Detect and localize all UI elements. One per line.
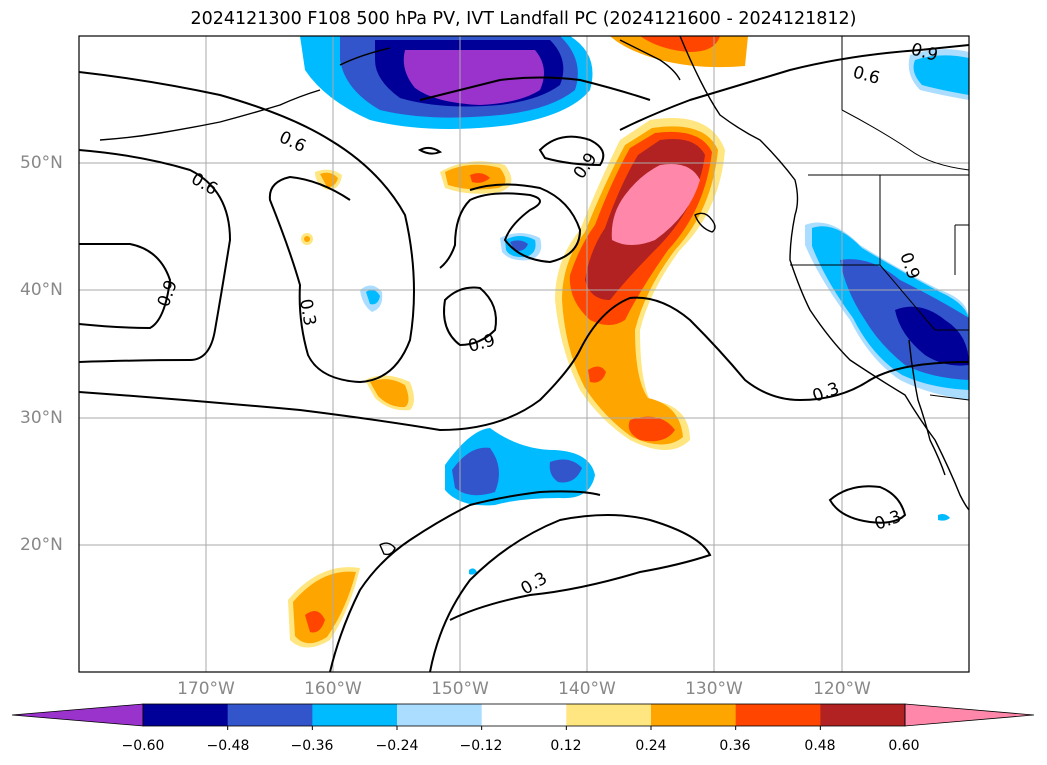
contour-label: 0.9 (466, 331, 497, 357)
longitude-label: 170°W (177, 679, 235, 699)
colorbar-tick-label: −0.60 (121, 738, 165, 754)
pv-contours (79, 44, 969, 672)
contour-label: 0.9 (570, 149, 602, 183)
longitude-label: 140°W (558, 679, 616, 699)
colorbar-segment (566, 704, 652, 726)
contour-label: 0.3 (872, 507, 904, 535)
contour-label: 0.9 (154, 277, 182, 309)
map-frame (78, 35, 970, 673)
colorbar-tick-label: 0.24 (635, 738, 667, 754)
coastlines (99, 36, 969, 556)
contour-label: 0.3 (810, 379, 842, 407)
contour-label: 0.6 (276, 127, 309, 157)
contour-label: 0.6 (851, 63, 882, 89)
longitude-label: 150°W (431, 679, 489, 699)
negative-field-west-us (469, 49, 969, 575)
small-positive-blobs (288, 161, 512, 648)
contour-label: 0.6 (188, 169, 221, 200)
contour-labels: 0.9 0.6 0.6 0.6 0.9 0.3 0.9 0.9 0.9 0.3 … (154, 40, 940, 600)
colorbar-tick-label: 0.36 (719, 738, 751, 754)
colorbar-tick-label: −0.48 (206, 738, 250, 754)
colorbar-segment (651, 704, 737, 726)
latitude-label: 20°N (20, 535, 63, 555)
latitude-label: 30°N (20, 408, 63, 428)
longitude-label: 120°W (813, 679, 871, 699)
negative-field-north (300, 36, 593, 129)
latitude-label: 50°N (20, 153, 63, 173)
colorbar-frame (142, 703, 906, 727)
colorbar-segment (481, 704, 567, 726)
colorbar-segment (227, 704, 313, 726)
negative-field-central (360, 233, 595, 506)
colorbar-segment (735, 704, 821, 726)
longitude-label: 130°W (685, 679, 743, 699)
colorbar (11, 703, 1035, 730)
colorbar-tick-label: 0.60 (888, 738, 920, 754)
colorbar-extend-low (11, 703, 144, 727)
longitude-label: 160°W (304, 679, 362, 699)
colorbar-segment (397, 704, 483, 726)
atmospheric-river-band (555, 118, 725, 450)
colorbar-segment (820, 704, 906, 726)
colorbar-segment (312, 704, 398, 726)
colorbar-tick-label: −0.12 (459, 738, 503, 754)
map-title: 2024121300 F108 500 hPa PV, IVT Landfall… (190, 9, 857, 29)
borders (790, 36, 969, 401)
gridlines (79, 36, 969, 672)
colorbar-segment (143, 704, 229, 726)
latitude-label: 40°N (20, 280, 63, 300)
contour-label: 0.3 (295, 297, 319, 327)
positive-field-north (610, 36, 748, 68)
colorbar-tick-label: −0.36 (290, 738, 334, 754)
contour-label: 0.3 (518, 568, 551, 599)
colorbar-tick-label: 0.12 (550, 738, 582, 754)
colorbar-extend-high (904, 703, 1035, 727)
colorbar-tick-label: 0.48 (804, 738, 836, 754)
colorbar-tick-label: −0.24 (375, 738, 419, 754)
